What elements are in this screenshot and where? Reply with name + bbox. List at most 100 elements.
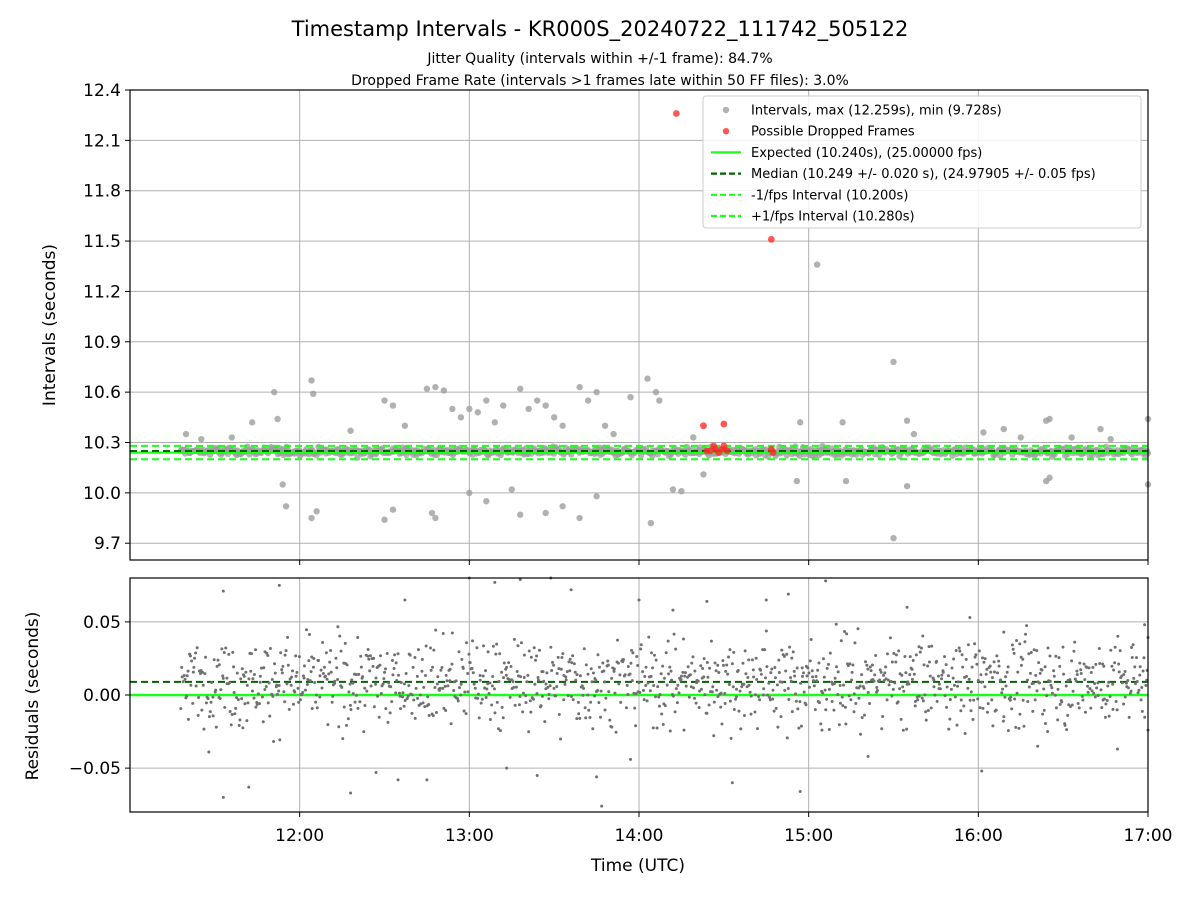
residual-point	[514, 685, 518, 689]
residual-point	[766, 693, 770, 697]
residual-point	[954, 649, 958, 653]
residual-point	[807, 671, 811, 675]
residual-point	[461, 666, 465, 670]
residual-point	[753, 710, 757, 714]
residual-point	[583, 706, 587, 710]
residual-point	[822, 675, 826, 679]
residual-point	[429, 646, 433, 650]
residual-point	[809, 637, 813, 641]
residual-point	[1134, 682, 1138, 686]
residual-point	[509, 665, 513, 669]
residual-point	[922, 663, 926, 667]
residual-point	[652, 683, 656, 687]
residual-point	[1065, 728, 1069, 732]
residual-point	[875, 686, 879, 690]
residual-point	[869, 669, 873, 673]
residual-point	[757, 694, 761, 698]
residual-point	[353, 700, 357, 704]
residual-point	[873, 673, 877, 677]
y-tick-label: 11.8	[83, 182, 121, 202]
residual-point	[741, 661, 745, 665]
residual-point	[419, 702, 423, 706]
residual-point	[338, 634, 342, 638]
interval-point	[432, 383, 439, 391]
residual-point	[969, 690, 973, 694]
residual-point	[999, 678, 1003, 682]
residual-point	[833, 676, 837, 680]
residual-point	[224, 646, 228, 650]
residual-point	[228, 681, 232, 685]
residual-point	[771, 697, 775, 701]
interval-point	[347, 427, 354, 434]
residual-point	[258, 680, 262, 684]
intervals-grid	[130, 89, 1149, 560]
residual-point	[1116, 634, 1120, 638]
residual-point	[1098, 662, 1102, 666]
residual-point	[1113, 645, 1117, 649]
interval-point	[559, 503, 566, 510]
residual-point	[425, 778, 429, 782]
residual-point	[234, 706, 238, 710]
residual-point	[661, 723, 665, 727]
residual-point	[751, 668, 755, 672]
residual-point	[1105, 698, 1109, 702]
residual-point	[777, 671, 781, 675]
residual-point	[267, 681, 271, 685]
residual-point	[546, 685, 550, 689]
legend-label: Possible Dropped Frames	[751, 125, 915, 140]
residual-point	[715, 688, 719, 692]
intervals-plot: 9.710.010.310.610.911.211.511.812.112.4 …	[40, 81, 1152, 565]
residual-point	[406, 694, 410, 698]
residual-point	[1124, 681, 1128, 685]
residual-point	[913, 699, 917, 703]
chart-title: Timestamp Intervals - KR000S_20240722_11…	[291, 17, 909, 42]
residual-point	[343, 641, 347, 645]
residual-point	[1096, 694, 1100, 698]
residual-point	[318, 674, 322, 678]
residual-point	[260, 695, 264, 699]
residual-point	[466, 671, 470, 675]
residual-point	[969, 709, 973, 713]
dropped-frame-subtitle: Dropped Frame Rate (intervals >1 frames …	[351, 73, 849, 89]
residual-point	[800, 674, 804, 678]
residual-point	[334, 656, 338, 660]
residual-point	[238, 718, 242, 722]
residual-point	[340, 685, 344, 689]
residual-point	[372, 656, 376, 660]
residual-point	[484, 695, 488, 699]
residual-point	[668, 729, 672, 733]
residual-point	[394, 691, 398, 695]
residual-point	[277, 689, 281, 693]
residual-point	[431, 665, 435, 669]
residual-point	[980, 656, 984, 660]
residual-point	[569, 695, 573, 699]
residual-point	[1009, 695, 1013, 699]
legend-marker	[722, 106, 730, 114]
residual-point	[547, 697, 551, 701]
residual-point	[854, 702, 858, 706]
residual-point	[596, 653, 600, 657]
residual-point	[1040, 668, 1044, 672]
residual-point	[657, 704, 661, 708]
residual-point	[1006, 665, 1010, 669]
legend-marker	[722, 128, 730, 135]
residual-point	[799, 681, 803, 685]
dropped-frame-point	[767, 235, 775, 243]
interval-point	[839, 419, 846, 426]
residual-point	[490, 684, 494, 688]
residual-point	[564, 678, 568, 682]
residual-point	[687, 695, 691, 699]
residual-point	[278, 738, 282, 742]
residual-point	[791, 650, 795, 654]
residual-point	[1145, 678, 1149, 682]
residual-point	[661, 664, 665, 668]
residual-point	[917, 694, 921, 698]
y-tick-label: 10.0	[83, 484, 121, 504]
residual-point	[719, 705, 723, 709]
residual-point	[917, 645, 921, 649]
residual-point	[1042, 687, 1046, 691]
residual-point	[850, 670, 854, 674]
residual-point	[759, 668, 763, 672]
residual-point	[1081, 698, 1085, 702]
residual-point	[1052, 669, 1056, 673]
